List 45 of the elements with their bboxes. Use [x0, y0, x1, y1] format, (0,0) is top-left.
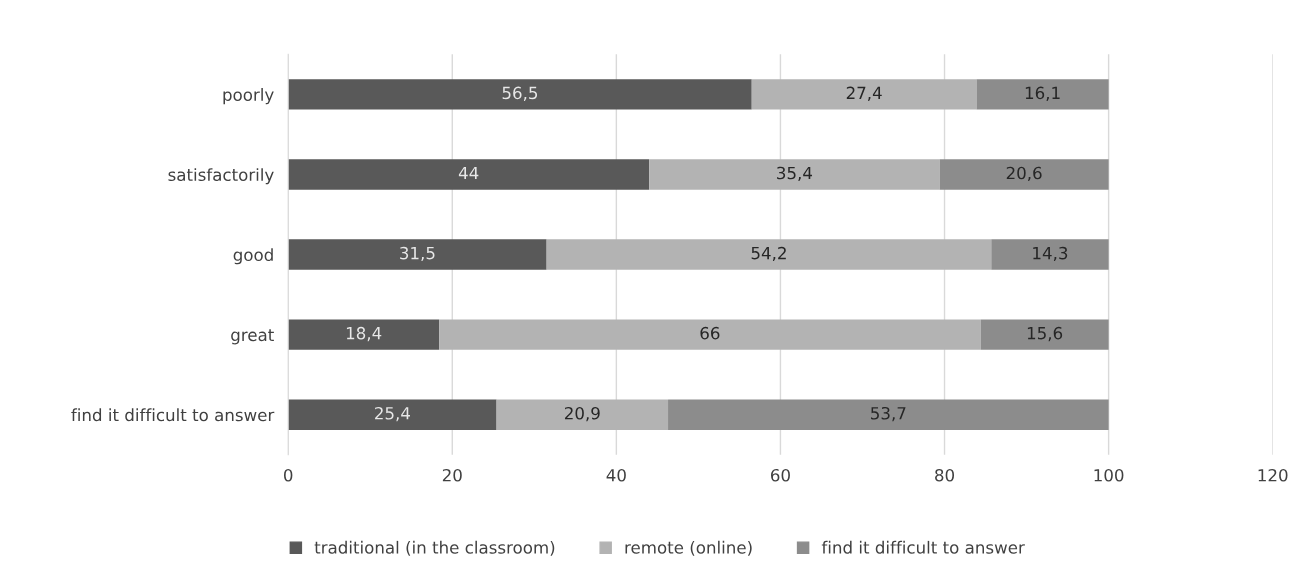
bar	[649, 159, 940, 190]
data-label: 31,5	[400, 246, 435, 262]
y-tick-label: find it difficult to answer	[71, 408, 275, 422]
x-tick-label: 40	[606, 468, 626, 482]
bar	[288, 319, 440, 350]
bar	[751, 79, 977, 110]
x-tick-label: 100	[1094, 468, 1124, 482]
data-label: 53,7	[871, 406, 906, 422]
data-label: 25,4	[375, 406, 410, 422]
bar	[496, 399, 669, 430]
y-tick-label: satisfactorily	[168, 168, 274, 185]
x-tick-label: 120	[1258, 468, 1288, 482]
data-label: 20,9	[564, 406, 600, 422]
data-label: 54,2	[751, 246, 786, 262]
data-label: 18,4	[346, 326, 382, 342]
data-label: 27,4	[846, 86, 882, 101]
bar	[991, 239, 1109, 270]
x-tick-label: 60	[771, 468, 790, 482]
legend-label: find it difficult to answer	[821, 540, 1025, 554]
legend-label: traditional (in the classroom)	[314, 540, 555, 556]
data-label: 35,4	[777, 166, 813, 181]
bar	[668, 399, 1109, 430]
legend-label: remote (online)	[625, 540, 752, 556]
data-label: 14,3	[1033, 246, 1068, 262]
data-label: 20,6	[1006, 166, 1042, 181]
bar	[288, 159, 650, 190]
y-tick-label: poorly	[223, 88, 274, 105]
x-tick-label: 20	[442, 468, 462, 482]
data-label: 16,1	[1025, 86, 1060, 101]
y-tick-label: good	[233, 248, 273, 265]
bar	[439, 319, 981, 350]
x-tick-label: 80	[935, 468, 955, 482]
bar	[288, 79, 752, 110]
y-tick-label: great	[231, 329, 274, 345]
bar	[288, 239, 547, 270]
x-tick-label: 0	[283, 468, 293, 482]
data-label: 15,6	[1027, 326, 1063, 342]
bar	[980, 319, 1109, 350]
bar	[976, 79, 1109, 110]
data-label: 66	[700, 326, 720, 340]
bar	[546, 239, 992, 270]
data-label: 44	[458, 166, 479, 180]
bar	[288, 399, 497, 430]
data-label: 56,5	[502, 86, 538, 101]
bar	[939, 159, 1109, 190]
